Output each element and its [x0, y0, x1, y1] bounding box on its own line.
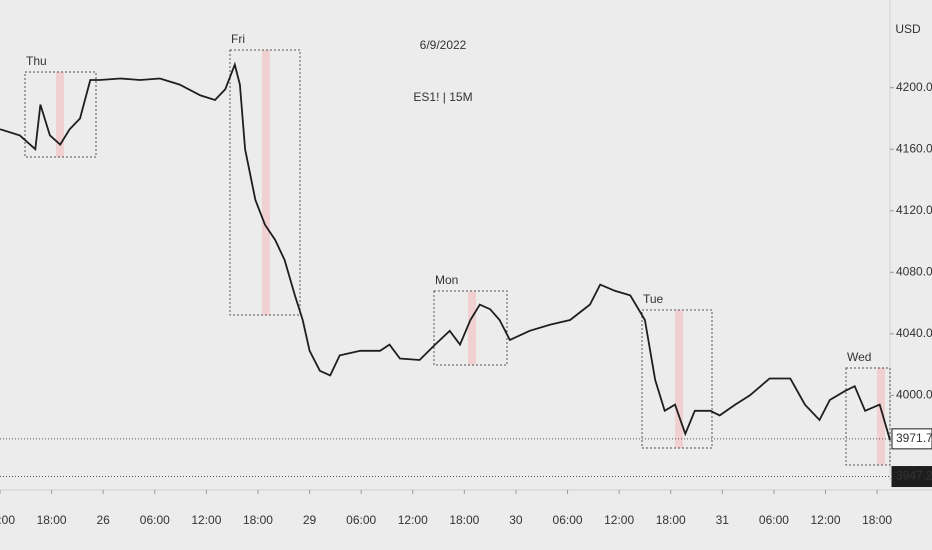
session-box [433, 290, 508, 366]
x-tick-label: 12:00 [604, 513, 634, 527]
x-tick-label: 18:00 [449, 513, 479, 527]
x-tick-label: 06:00 [759, 513, 789, 527]
chart-subtitle: ES1! | 15M [413, 90, 472, 104]
x-tick-label: 26 [97, 513, 111, 527]
session-band [877, 368, 885, 465]
x-tick-label: 18:00 [243, 513, 273, 527]
x-tick-label: 12:00 [191, 513, 221, 527]
x-tick-label: 12:00 [398, 513, 428, 527]
session-box [24, 71, 97, 158]
price-line [0, 61, 891, 441]
price-label: 3947.25 [896, 469, 932, 483]
session-box [229, 49, 301, 316]
session-band [468, 291, 476, 365]
x-tick-label: 29 [303, 513, 317, 527]
session-band [56, 72, 64, 157]
session-band [262, 50, 270, 315]
y-tick-label: 4160.00 [896, 141, 932, 155]
x-tick-label: 12:00 [810, 513, 840, 527]
chart-title: 6/9/2022 [420, 38, 467, 52]
x-tick-label: 18:00 [862, 513, 892, 527]
session-band [675, 310, 683, 448]
y-tick-label: 4080.00 [896, 264, 932, 278]
x-tick-label: 18:00 [656, 513, 686, 527]
session-label: Mon [435, 273, 458, 287]
y-tick-label: 4200.00 [896, 80, 932, 94]
price-label-box [891, 428, 932, 450]
y-axis-label: USD [895, 22, 921, 36]
x-tick-label: 18:00 [37, 513, 67, 527]
session-box [845, 367, 891, 466]
x-tick-label: 06:00 [553, 513, 583, 527]
x-tick-label: 06:00 [346, 513, 376, 527]
x-tick-label: 31 [716, 513, 730, 527]
session-label: Tue [643, 292, 664, 306]
session-label: Wed [847, 350, 871, 364]
x-tick-label: 12:00 [0, 513, 15, 527]
y-tick-label: 4000.00 [896, 388, 932, 402]
x-tick-label: 06:00 [140, 513, 170, 527]
x-tick-label: 30 [509, 513, 523, 527]
price-label: 3971.75 [896, 431, 932, 445]
session-label: Thu [26, 54, 47, 68]
y-tick-label: 4120.00 [896, 203, 932, 217]
y-tick-label: 4040.00 [896, 326, 932, 340]
session-label: Fri [231, 32, 245, 46]
price-label-box [891, 466, 932, 488]
